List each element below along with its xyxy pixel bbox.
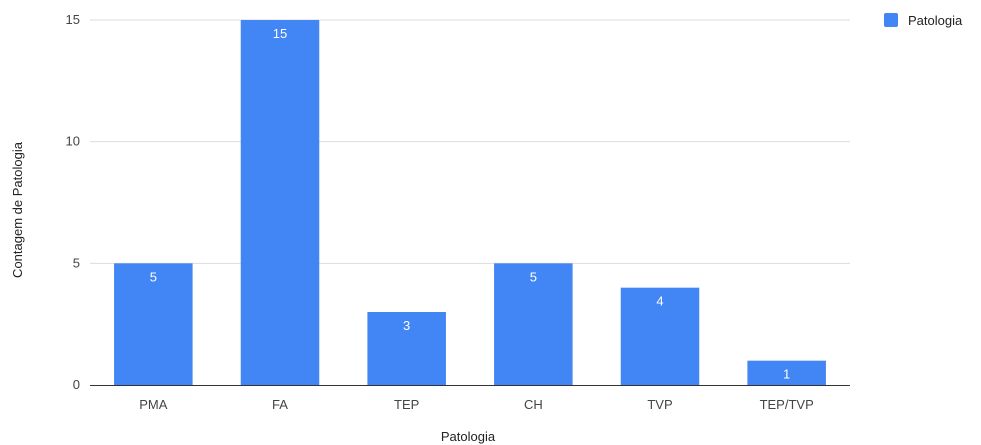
bar-fa	[240, 20, 320, 385]
x-axis-title: Patologia	[441, 429, 496, 444]
data-label: 15	[273, 26, 287, 41]
x-tick-label: FA	[272, 397, 288, 412]
x-tick-label: TEP	[394, 397, 419, 412]
legend[interactable]: Patologia	[884, 13, 963, 28]
data-label: 3	[403, 318, 410, 333]
bar-tvp	[620, 287, 700, 385]
bars: 5 15 3 5 4 1	[114, 20, 826, 385]
x-axis-ticks: PMA FA TEP CH TVP TEP/TVP	[139, 397, 814, 412]
bar-tep	[367, 312, 446, 385]
data-label: 5	[530, 269, 537, 284]
bar-ch	[494, 263, 573, 385]
x-tick-label: TEP/TVP	[760, 397, 814, 412]
data-label: 4	[656, 294, 663, 309]
legend-swatch	[884, 13, 898, 27]
y-tick-label: 0	[73, 377, 80, 392]
y-tick-label: 5	[73, 255, 80, 270]
y-tick-label: 15	[66, 12, 80, 27]
gridlines	[90, 19, 850, 264]
x-tick-label: TVP	[647, 397, 672, 412]
x-tick-label: CH	[524, 397, 543, 412]
y-axis-ticks: 0 5 10 15	[66, 12, 80, 392]
legend-label: Patologia	[908, 13, 963, 28]
x-tick-label: PMA	[139, 397, 168, 412]
y-axis-title: Contagem de Patologia	[10, 141, 25, 278]
bar-tep-tvp	[747, 360, 826, 385]
bar-pma	[114, 263, 193, 385]
y-tick-label: 10	[66, 134, 80, 149]
data-label: 5	[150, 269, 157, 284]
data-label: 1	[783, 367, 790, 382]
